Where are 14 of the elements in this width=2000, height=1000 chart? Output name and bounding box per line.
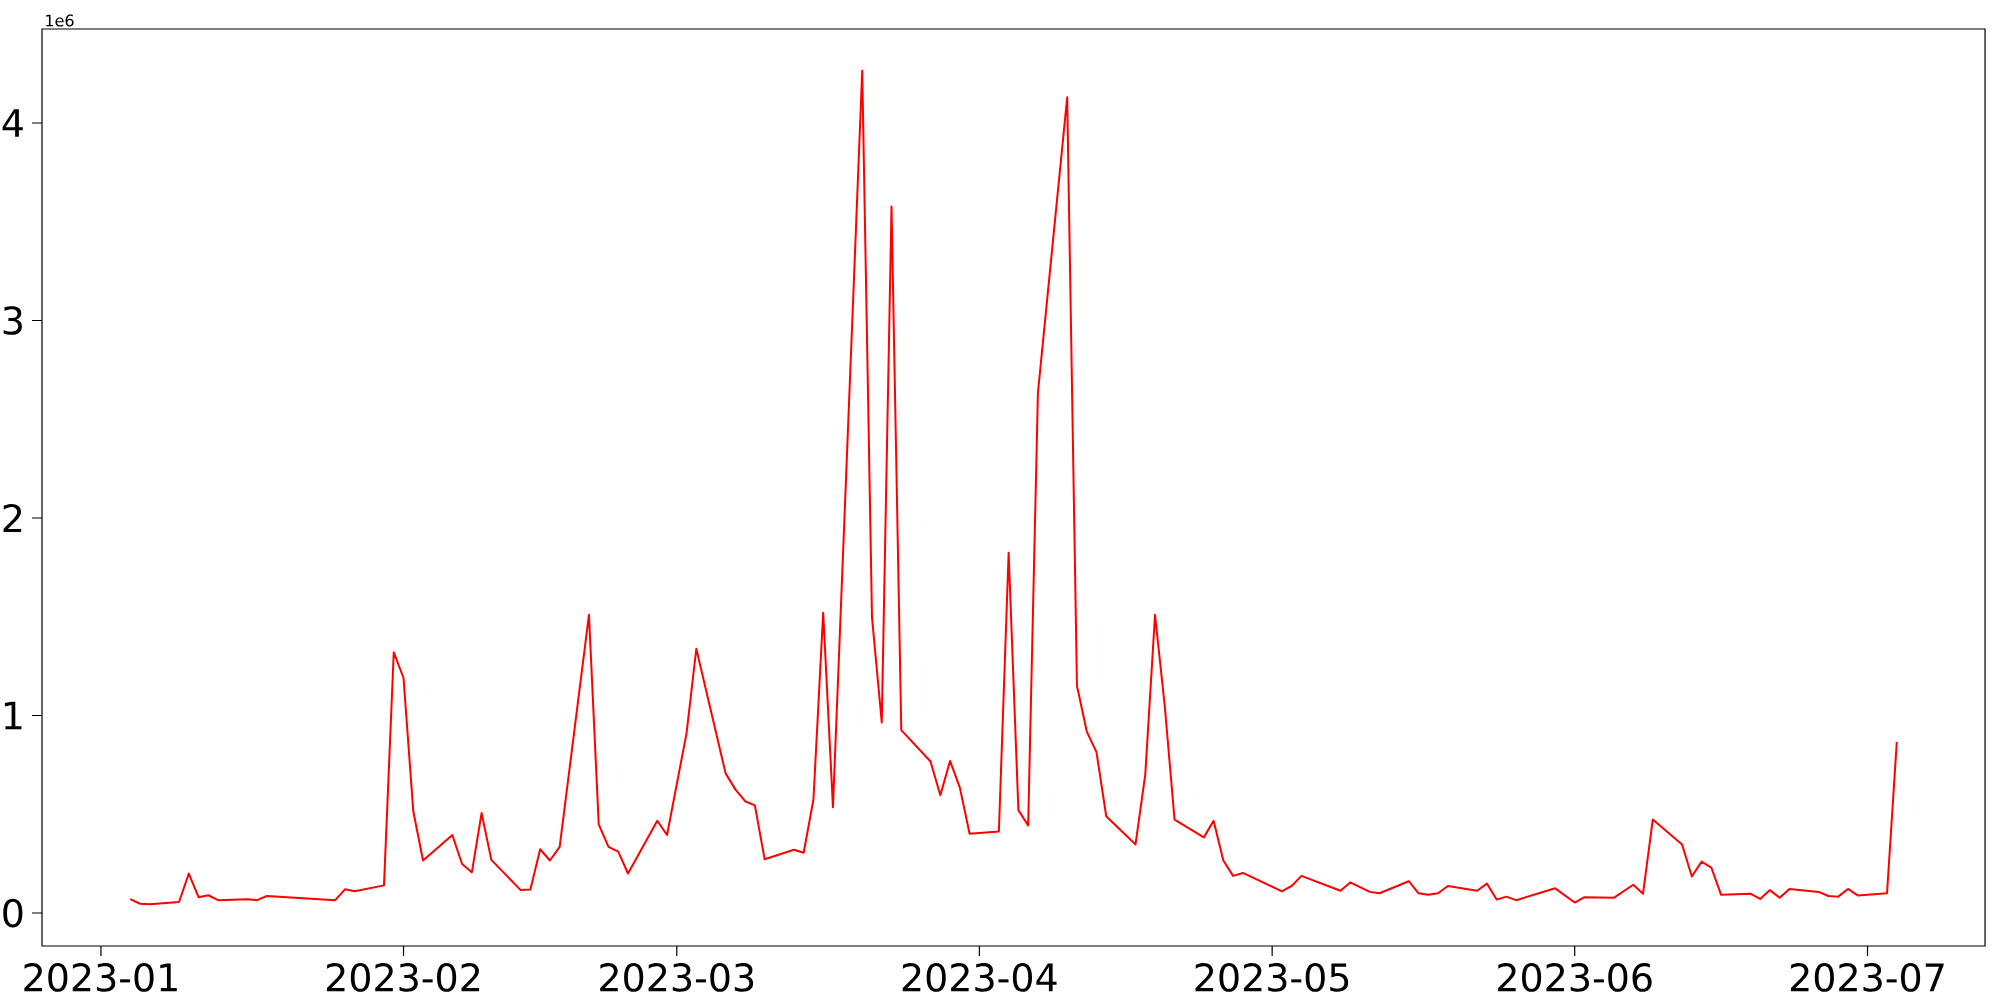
x-tick-label: 2023-03 xyxy=(600,963,754,992)
y-tick-label: 0 xyxy=(3,898,23,928)
y-tick-label: 4 xyxy=(2,109,23,137)
line-series xyxy=(129,69,1898,906)
x-tick-label: 2023-05 xyxy=(1195,963,1349,992)
text: 1e6 xyxy=(46,14,74,27)
x-tick-label: 2023-02 xyxy=(326,963,480,992)
y-tick-label: 1 xyxy=(4,701,22,730)
y-tick-label: 2 xyxy=(3,503,22,533)
x-tick-label: 2023-07 xyxy=(1790,963,1944,992)
x-tick-label: 2023-06 xyxy=(1498,963,1652,992)
x-tick-label: 2023-04 xyxy=(902,963,1057,992)
x-tick-label: 2023-01 xyxy=(24,963,177,992)
y-tick-label: 3 xyxy=(3,306,22,335)
